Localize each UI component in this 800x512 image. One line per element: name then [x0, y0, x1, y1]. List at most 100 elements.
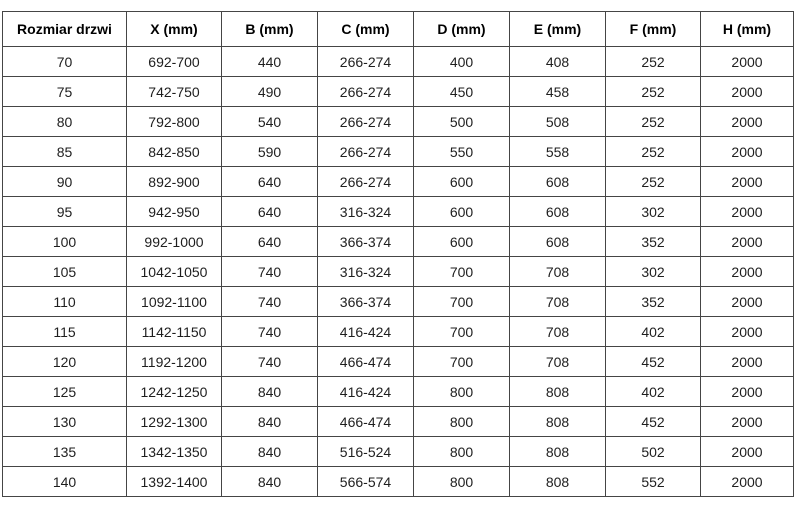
table-cell: 1292-1300: [126, 406, 222, 437]
table-cell: 466-474: [317, 406, 414, 437]
table-cell: 1142-1150: [126, 316, 222, 347]
table-row: 135 1342-1350 840 516-524 800 808 502 2000: [2, 436, 794, 467]
table-cell: 466-474: [317, 346, 414, 377]
table-cell: 552: [605, 466, 701, 497]
table-cell: 840: [221, 376, 318, 407]
column-header: Rozmiar drzwi: [2, 11, 127, 47]
table-cell: 540: [221, 106, 318, 137]
table-cell: 316-324: [317, 196, 414, 227]
table-cell: 266-274: [317, 46, 414, 77]
table-cell: 266-274: [317, 106, 414, 137]
table-cell: 352: [605, 286, 701, 317]
table-cell: 2000: [700, 166, 794, 197]
column-header: B (mm): [221, 11, 318, 47]
table-cell: 85: [2, 136, 127, 167]
table-cell: 1242-1250: [126, 376, 222, 407]
table-cell: 2000: [700, 406, 794, 437]
table-cell: 740: [221, 286, 318, 317]
table-cell: 90: [2, 166, 127, 197]
table-cell: 840: [221, 406, 318, 437]
table-cell: 402: [605, 316, 701, 347]
table-cell: 266-274: [317, 166, 414, 197]
table-cell: 892-900: [126, 166, 222, 197]
table-cell: 70: [2, 46, 127, 77]
table-cell: 808: [509, 376, 606, 407]
table-cell: 2000: [700, 76, 794, 107]
table-row: 105 1042-1050 740 316-324 700 708 302 2000: [2, 256, 794, 287]
table-cell: 2000: [700, 466, 794, 497]
table-cell: 502: [605, 436, 701, 467]
table-cell: 2000: [700, 256, 794, 287]
table-row: 80 792-800 540 266-274 500 508 252 2000: [2, 106, 794, 137]
table-cell: 1392-1400: [126, 466, 222, 497]
table-cell: 708: [509, 316, 606, 347]
table-cell: 450: [413, 76, 510, 107]
table-cell: 708: [509, 286, 606, 317]
table-row: 115 1142-1150 740 416-424 700 708 402 2000: [2, 316, 794, 347]
table-cell: 125: [2, 376, 127, 407]
table-cell: 110: [2, 286, 127, 317]
table-cell: 140: [2, 466, 127, 497]
table-cell: 352: [605, 226, 701, 257]
table-cell: 252: [605, 76, 701, 107]
table-cell: 608: [509, 196, 606, 227]
table-row: 140 1392-1400 840 566-574 800 808 552 2000: [2, 466, 794, 497]
table-cell: 740: [221, 256, 318, 287]
table-cell: 2000: [700, 196, 794, 227]
table-cell: 590: [221, 136, 318, 167]
table-cell: 402: [605, 376, 701, 407]
column-header: H (mm): [700, 11, 794, 47]
table-cell: 742-750: [126, 76, 222, 107]
table-cell: 550: [413, 136, 510, 167]
table-cell: 95: [2, 196, 127, 227]
table-body: 70 692-700 440 266-274 400 408 252 2000 75 742-75…: [2, 46, 794, 497]
table-cell: 792-800: [126, 106, 222, 137]
table-cell: 740: [221, 316, 318, 347]
table-cell: 700: [413, 256, 510, 287]
table-cell: 2000: [700, 436, 794, 467]
table-cell: 992-1000: [126, 226, 222, 257]
table-cell: 252: [605, 106, 701, 137]
table-header-row: Rozmiar drzwi X (mm) B (mm) C (mm) D (mm) E (…: [2, 11, 794, 47]
table-cell: 840: [221, 466, 318, 497]
table-cell: 840: [221, 436, 318, 467]
column-header: C (mm): [317, 11, 414, 47]
table-cell: 452: [605, 406, 701, 437]
table-cell: 2000: [700, 316, 794, 347]
table-cell: 800: [413, 406, 510, 437]
table-cell: 508: [509, 106, 606, 137]
table-cell: 440: [221, 46, 318, 77]
table-cell: 452: [605, 346, 701, 377]
table-cell: 942-950: [126, 196, 222, 227]
table-row: 130 1292-1300 840 466-474 800 808 452 2000: [2, 406, 794, 437]
table-cell: 600: [413, 226, 510, 257]
table-cell: 640: [221, 226, 318, 257]
table-cell: 366-374: [317, 226, 414, 257]
table-cell: 608: [509, 166, 606, 197]
table-cell: 700: [413, 346, 510, 377]
table-cell: 2000: [700, 46, 794, 77]
table-cell: 120: [2, 346, 127, 377]
table-row: 100 992-1000 640 366-374 600 608 352 2000: [2, 226, 794, 257]
table-cell: 800: [413, 466, 510, 497]
door-sizes-table: Rozmiar drzwi X (mm) B (mm) C (mm) D (mm) E (…: [2, 11, 794, 497]
table-cell: 302: [605, 256, 701, 287]
table-cell: 316-324: [317, 256, 414, 287]
table-cell: 600: [413, 166, 510, 197]
table-row: 110 1092-1100 740 366-374 700 708 352 2000: [2, 286, 794, 317]
table-cell: 2000: [700, 106, 794, 137]
table-cell: 516-524: [317, 436, 414, 467]
table-cell: 500: [413, 106, 510, 137]
table-cell: 708: [509, 256, 606, 287]
table-cell: 416-424: [317, 376, 414, 407]
table-cell: 800: [413, 436, 510, 467]
table-row: 85 842-850 590 266-274 550 558 252 2000: [2, 136, 794, 167]
table-cell: 135: [2, 436, 127, 467]
table-cell: 708: [509, 346, 606, 377]
table-cell: 808: [509, 436, 606, 467]
table-cell: 558: [509, 136, 606, 167]
table-row: 70 692-700 440 266-274 400 408 252 2000: [2, 46, 794, 77]
table-row: 75 742-750 490 266-274 450 458 252 2000: [2, 76, 794, 107]
column-header: F (mm): [605, 11, 701, 47]
